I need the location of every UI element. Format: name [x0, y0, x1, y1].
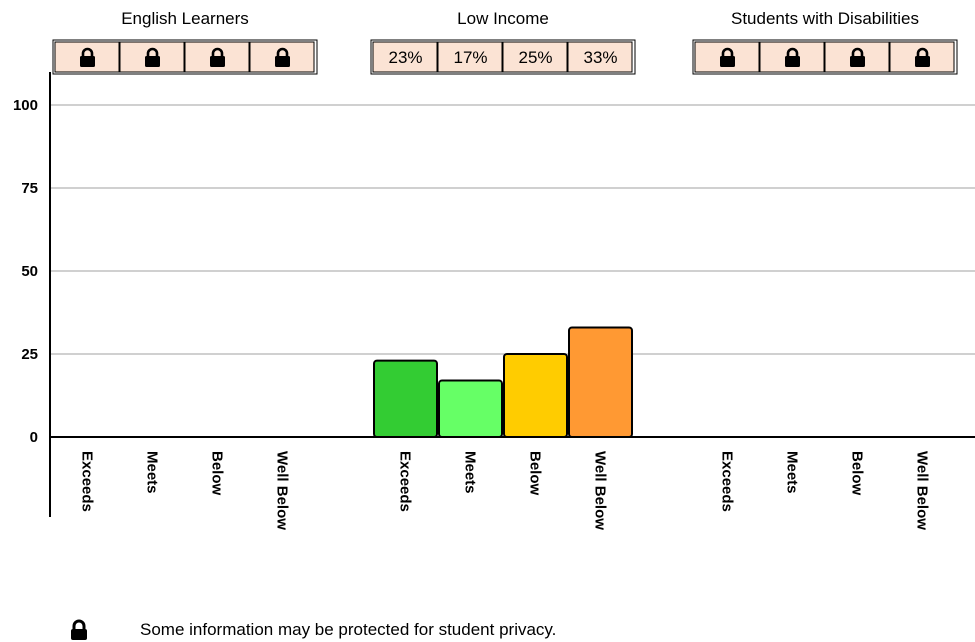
- data-table-cell: [567, 41, 633, 73]
- lock-icon: [145, 47, 160, 67]
- y-tick-label: 100: [13, 97, 38, 114]
- data-table-value: 33%: [583, 48, 617, 67]
- lock-icon: [71, 619, 87, 640]
- category-label: Well Below: [274, 451, 291, 530]
- category-label: Meets: [784, 451, 801, 494]
- y-tick-label: 0: [30, 429, 38, 446]
- group-title: Low Income: [457, 9, 549, 28]
- bar: [438, 379, 503, 438]
- y-tick-label: 75: [21, 180, 38, 197]
- data-table-value: 23%: [388, 48, 422, 67]
- category-label: Exceeds: [719, 451, 736, 512]
- data-table-value: 25%: [518, 48, 552, 67]
- group-title: English Learners: [121, 9, 249, 28]
- lock-icon: [720, 47, 735, 67]
- category-label: Exceeds: [79, 451, 96, 512]
- lock-icon: [850, 47, 865, 67]
- bar: [503, 353, 568, 438]
- lock-icon: [915, 47, 930, 67]
- group-title: Students with Disabilities: [731, 9, 919, 28]
- data-table-cell: [502, 41, 568, 73]
- lock-icon: [785, 47, 800, 67]
- lock-icon: [210, 47, 225, 67]
- lock-icon: [80, 47, 95, 67]
- data-table-cell: [372, 41, 438, 73]
- footnote-text: Some information may be protected for st…: [140, 620, 557, 639]
- bar: [373, 359, 438, 439]
- category-label: Below: [209, 451, 226, 496]
- lock-icon: [275, 47, 290, 67]
- bar: [568, 326, 633, 438]
- category-label: Below: [527, 451, 544, 496]
- category-label: Meets: [462, 451, 479, 494]
- category-label: Exceeds: [397, 451, 414, 512]
- data-table-cell: [437, 41, 503, 73]
- chart: 0 25 50 75 100 English Learners Exceeds Meets Be…: [13, 9, 975, 530]
- data-table-value: 17%: [453, 48, 487, 67]
- category-label: Well Below: [592, 451, 609, 530]
- category-label: Below: [849, 451, 866, 496]
- y-tick-label: 50: [21, 263, 38, 280]
- privacy-footnote: Some information may be protected for st…: [68, 618, 556, 642]
- y-tick-label: 25: [21, 346, 38, 363]
- category-label: Meets: [144, 451, 161, 494]
- category-label: Well Below: [914, 451, 931, 530]
